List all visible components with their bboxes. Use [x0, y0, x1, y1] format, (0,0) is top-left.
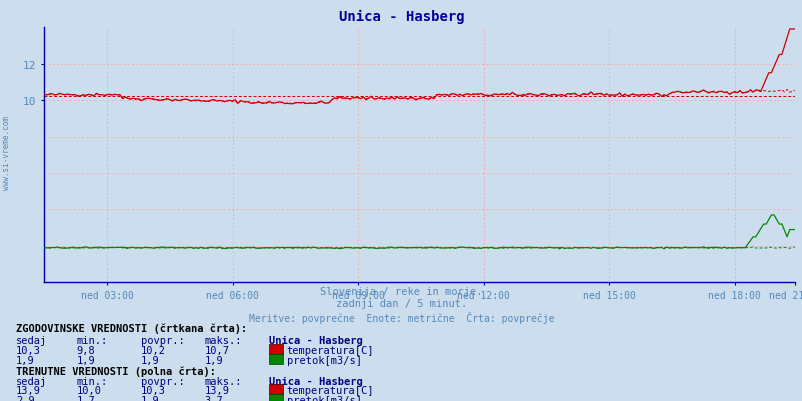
Text: maks.:: maks.: [205, 335, 242, 345]
Text: 9,8: 9,8 [76, 345, 95, 355]
Text: Unica - Hasberg: Unica - Hasberg [269, 376, 363, 386]
Text: 13,9: 13,9 [16, 385, 41, 395]
Text: maks.:: maks.: [205, 376, 242, 386]
Text: Unica - Hasberg: Unica - Hasberg [338, 10, 464, 24]
Text: 10,0: 10,0 [76, 385, 101, 395]
Text: Meritve: povprečne  Enote: metrične  Črta: povprečje: Meritve: povprečne Enote: metrične Črta:… [249, 311, 553, 323]
Text: 10,3: 10,3 [140, 385, 165, 395]
Text: ZGODOVINSKE VREDNOSTI (črtkana črta):: ZGODOVINSKE VREDNOSTI (črtkana črta): [16, 323, 247, 333]
Text: pretok[m3/s]: pretok[m3/s] [286, 395, 361, 401]
Text: temperatura[C]: temperatura[C] [286, 385, 374, 395]
Text: min.:: min.: [76, 376, 107, 386]
Text: 2,9: 2,9 [16, 395, 34, 401]
Text: 1,9: 1,9 [16, 355, 34, 365]
Text: Unica - Hasberg: Unica - Hasberg [269, 335, 363, 345]
Text: sedaj: sedaj [16, 376, 47, 386]
Text: www.si-vreme.com: www.si-vreme.com [2, 115, 11, 189]
Text: 10,3: 10,3 [16, 345, 41, 355]
Text: zadnji dan / 5 minut.: zadnji dan / 5 minut. [335, 299, 467, 309]
Text: povpr.:: povpr.: [140, 376, 184, 386]
Text: 1,9: 1,9 [76, 355, 95, 365]
Text: min.:: min.: [76, 335, 107, 345]
Text: TRENUTNE VREDNOSTI (polna črta):: TRENUTNE VREDNOSTI (polna črta): [16, 366, 216, 376]
Text: povpr.:: povpr.: [140, 335, 184, 345]
Text: sedaj: sedaj [16, 335, 47, 345]
Text: 3,7: 3,7 [205, 395, 223, 401]
Text: 1,9: 1,9 [205, 355, 223, 365]
Text: 1,9: 1,9 [140, 355, 159, 365]
Text: Slovenija / reke in morje.: Slovenija / reke in morje. [320, 287, 482, 297]
Text: temperatura[C]: temperatura[C] [286, 345, 374, 355]
Text: 1,7: 1,7 [76, 395, 95, 401]
Text: 13,9: 13,9 [205, 385, 229, 395]
Text: 10,7: 10,7 [205, 345, 229, 355]
Text: 10,2: 10,2 [140, 345, 165, 355]
Text: 1,9: 1,9 [140, 395, 159, 401]
Text: pretok[m3/s]: pretok[m3/s] [286, 355, 361, 365]
